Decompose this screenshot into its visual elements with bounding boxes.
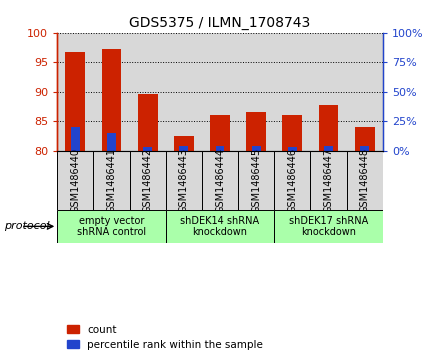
- Bar: [129, 33, 166, 151]
- Bar: [238, 151, 274, 209]
- Bar: [360, 146, 369, 151]
- Text: shDEK17 shRNA
knockdown: shDEK17 shRNA knockdown: [289, 216, 368, 237]
- Bar: [138, 94, 158, 151]
- Bar: [319, 105, 338, 151]
- Text: GSM1486442: GSM1486442: [143, 147, 153, 213]
- Bar: [311, 33, 347, 151]
- Text: GSM1486440: GSM1486440: [70, 147, 80, 213]
- Bar: [66, 52, 85, 151]
- Bar: [246, 112, 266, 151]
- Text: GSM1486441: GSM1486441: [106, 147, 117, 213]
- Text: GSM1486443: GSM1486443: [179, 147, 189, 213]
- Bar: [57, 33, 93, 151]
- Text: empty vector
shRNA control: empty vector shRNA control: [77, 216, 146, 237]
- Bar: [174, 136, 194, 151]
- Bar: [216, 146, 224, 151]
- Title: GDS5375 / ILMN_1708743: GDS5375 / ILMN_1708743: [129, 16, 311, 30]
- Bar: [166, 151, 202, 209]
- Bar: [355, 127, 375, 151]
- Bar: [238, 33, 274, 151]
- Bar: [274, 209, 383, 243]
- Bar: [347, 33, 383, 151]
- Bar: [282, 115, 302, 151]
- Bar: [324, 146, 333, 151]
- Text: GSM1486445: GSM1486445: [251, 147, 261, 213]
- Text: GSM1486447: GSM1486447: [323, 147, 334, 213]
- Text: GSM1486448: GSM1486448: [360, 147, 370, 213]
- Text: shDEK14 shRNA
knockdown: shDEK14 shRNA knockdown: [180, 216, 260, 237]
- Bar: [180, 146, 188, 151]
- Bar: [347, 151, 383, 209]
- Bar: [71, 127, 80, 151]
- Bar: [274, 33, 311, 151]
- Bar: [311, 151, 347, 209]
- Bar: [107, 133, 116, 151]
- Bar: [93, 151, 129, 209]
- Bar: [57, 209, 166, 243]
- Bar: [274, 151, 311, 209]
- Text: GSM1486446: GSM1486446: [287, 147, 297, 213]
- Bar: [166, 209, 274, 243]
- Bar: [202, 151, 238, 209]
- Bar: [102, 49, 121, 151]
- Text: protocol: protocol: [4, 221, 50, 231]
- Legend: count, percentile rank within the sample: count, percentile rank within the sample: [62, 321, 268, 354]
- Bar: [129, 151, 166, 209]
- Bar: [252, 146, 260, 151]
- Bar: [210, 115, 230, 151]
- Bar: [143, 147, 152, 151]
- Bar: [288, 147, 297, 151]
- Bar: [166, 33, 202, 151]
- Bar: [202, 33, 238, 151]
- Bar: [93, 33, 129, 151]
- Bar: [57, 151, 93, 209]
- Text: GSM1486444: GSM1486444: [215, 147, 225, 213]
